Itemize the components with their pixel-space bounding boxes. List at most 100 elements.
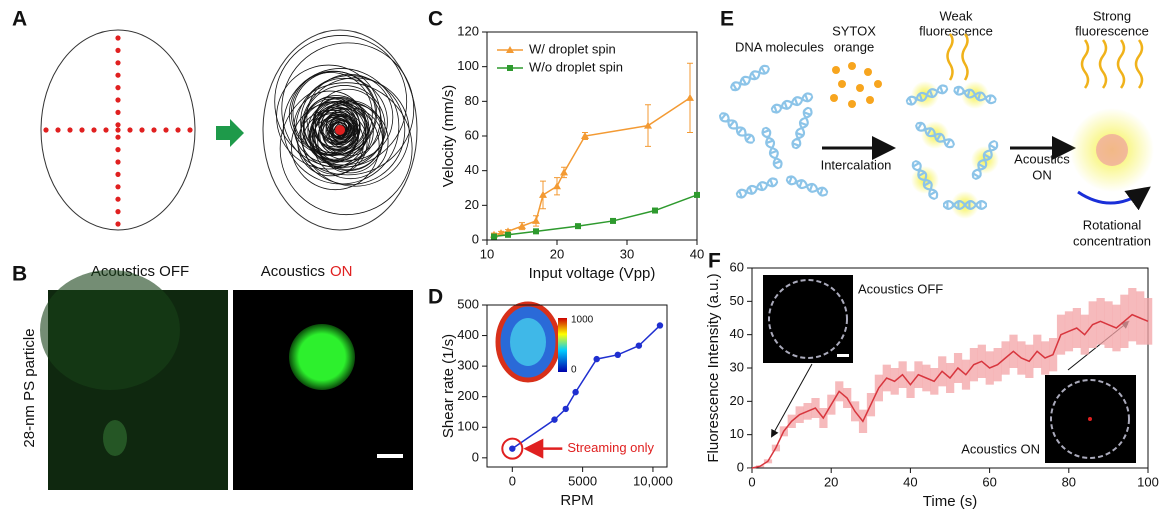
tracer-dot — [103, 127, 109, 133]
tracer-dot — [115, 171, 121, 177]
tracer-dot — [115, 147, 121, 153]
y-tick-label: 50 — [730, 293, 744, 308]
dna-icon — [768, 90, 816, 116]
y-axis-title: Fluorescence Intensity (a.u.) — [705, 273, 722, 462]
y-tick-label: 10 — [730, 426, 744, 441]
label: fluorescence — [919, 23, 993, 38]
droplet-outline — [768, 279, 848, 359]
x-tick-label: 5000 — [568, 473, 597, 488]
marker — [497, 229, 505, 237]
data-line — [493, 97, 691, 236]
trajectory — [308, 113, 358, 163]
marker — [572, 388, 579, 396]
x-tick-label: 40 — [690, 246, 704, 261]
dna-icon — [759, 124, 785, 172]
colorbar — [558, 318, 567, 372]
y-tick-label: 20 — [465, 197, 479, 212]
legend-label: W/ droplet spin — [529, 41, 616, 56]
y-tick-label: 0 — [472, 231, 479, 246]
trajectory — [274, 35, 408, 168]
trajectory — [322, 117, 354, 150]
trajectory — [300, 101, 367, 168]
tracer-dot — [151, 127, 157, 133]
tracer-dot — [115, 72, 121, 78]
error-band — [1144, 298, 1153, 345]
tracer-dot — [115, 209, 121, 215]
trajectory — [297, 109, 364, 177]
micrograph-haze — [103, 420, 127, 456]
marker — [539, 190, 547, 198]
marker — [686, 93, 694, 101]
marker — [505, 231, 511, 238]
trajectory — [281, 42, 415, 176]
dna-icon — [727, 62, 773, 94]
y-tick-label: 40 — [730, 326, 744, 341]
marker — [581, 132, 589, 139]
data-line — [751, 313, 1149, 469]
marker — [553, 182, 561, 190]
x-tick-label: 100 — [1137, 474, 1159, 489]
x-tick-label: 60 — [982, 474, 996, 489]
droplet — [40, 29, 196, 231]
x-axis-title: RPM — [560, 492, 593, 509]
trajectory — [288, 72, 373, 156]
y-tick-label: 0 — [472, 449, 479, 464]
marker — [652, 207, 658, 214]
trajectory — [329, 114, 355, 139]
dna-icon — [716, 109, 758, 147]
marker — [509, 445, 516, 452]
arrow — [216, 119, 244, 147]
panel-label: F — [708, 250, 721, 273]
trajectory — [331, 121, 348, 138]
label: fluorescence — [1075, 23, 1149, 38]
colorbar-label: 1000 — [571, 315, 594, 326]
arrow — [771, 363, 813, 438]
trajectory — [292, 71, 378, 156]
x-tick-label: 40 — [903, 474, 917, 489]
label: Strong — [1093, 8, 1131, 23]
scale-bar — [377, 454, 403, 458]
inset-label: Acoustics ON — [961, 441, 1040, 456]
label: orange — [834, 39, 874, 54]
tracer-dot — [115, 109, 121, 115]
scale-bar — [837, 354, 849, 357]
tracer-dot — [115, 196, 121, 202]
trajectory — [279, 82, 413, 216]
tracer-dot — [115, 97, 121, 103]
colorbar-label: 0 — [571, 365, 577, 376]
panel-label: D — [428, 286, 443, 309]
label: DNA molecules — [735, 39, 824, 54]
tracer-dot — [115, 85, 121, 91]
tracer-dot — [127, 127, 133, 133]
trajectory — [295, 75, 406, 186]
weak-glow — [911, 81, 999, 219]
tracer-dot — [55, 127, 61, 133]
y-tick-label: 100 — [457, 419, 479, 434]
droplet-outline — [1050, 379, 1130, 459]
tracer-dot — [91, 127, 97, 133]
panel-label: C — [428, 8, 443, 31]
tracer-dot — [163, 127, 169, 133]
label: Rotational — [1083, 217, 1142, 232]
data-line — [493, 194, 698, 238]
x-tick-label: 10 — [480, 246, 494, 261]
marker — [518, 222, 526, 230]
legend-label: W/o droplet spin — [529, 59, 623, 74]
image-title: Acoustics — [261, 263, 325, 280]
marker — [560, 168, 568, 176]
image-title: ON — [330, 263, 353, 280]
legend-marker — [507, 65, 513, 71]
annotation: Streaming only — [567, 440, 654, 455]
label: SYTOX — [832, 23, 876, 38]
x-axis-title: Time (s) — [923, 493, 977, 510]
tracer-cluster — [335, 125, 345, 135]
label: Weak — [940, 8, 973, 23]
marker — [562, 405, 569, 413]
marker — [694, 191, 700, 198]
shear-map — [510, 318, 546, 366]
y-tick-label: 300 — [457, 358, 479, 373]
emission-arrows — [946, 33, 1144, 89]
trajectory — [312, 103, 389, 180]
y-axis-title: Shear rate (1/s) — [440, 334, 457, 438]
